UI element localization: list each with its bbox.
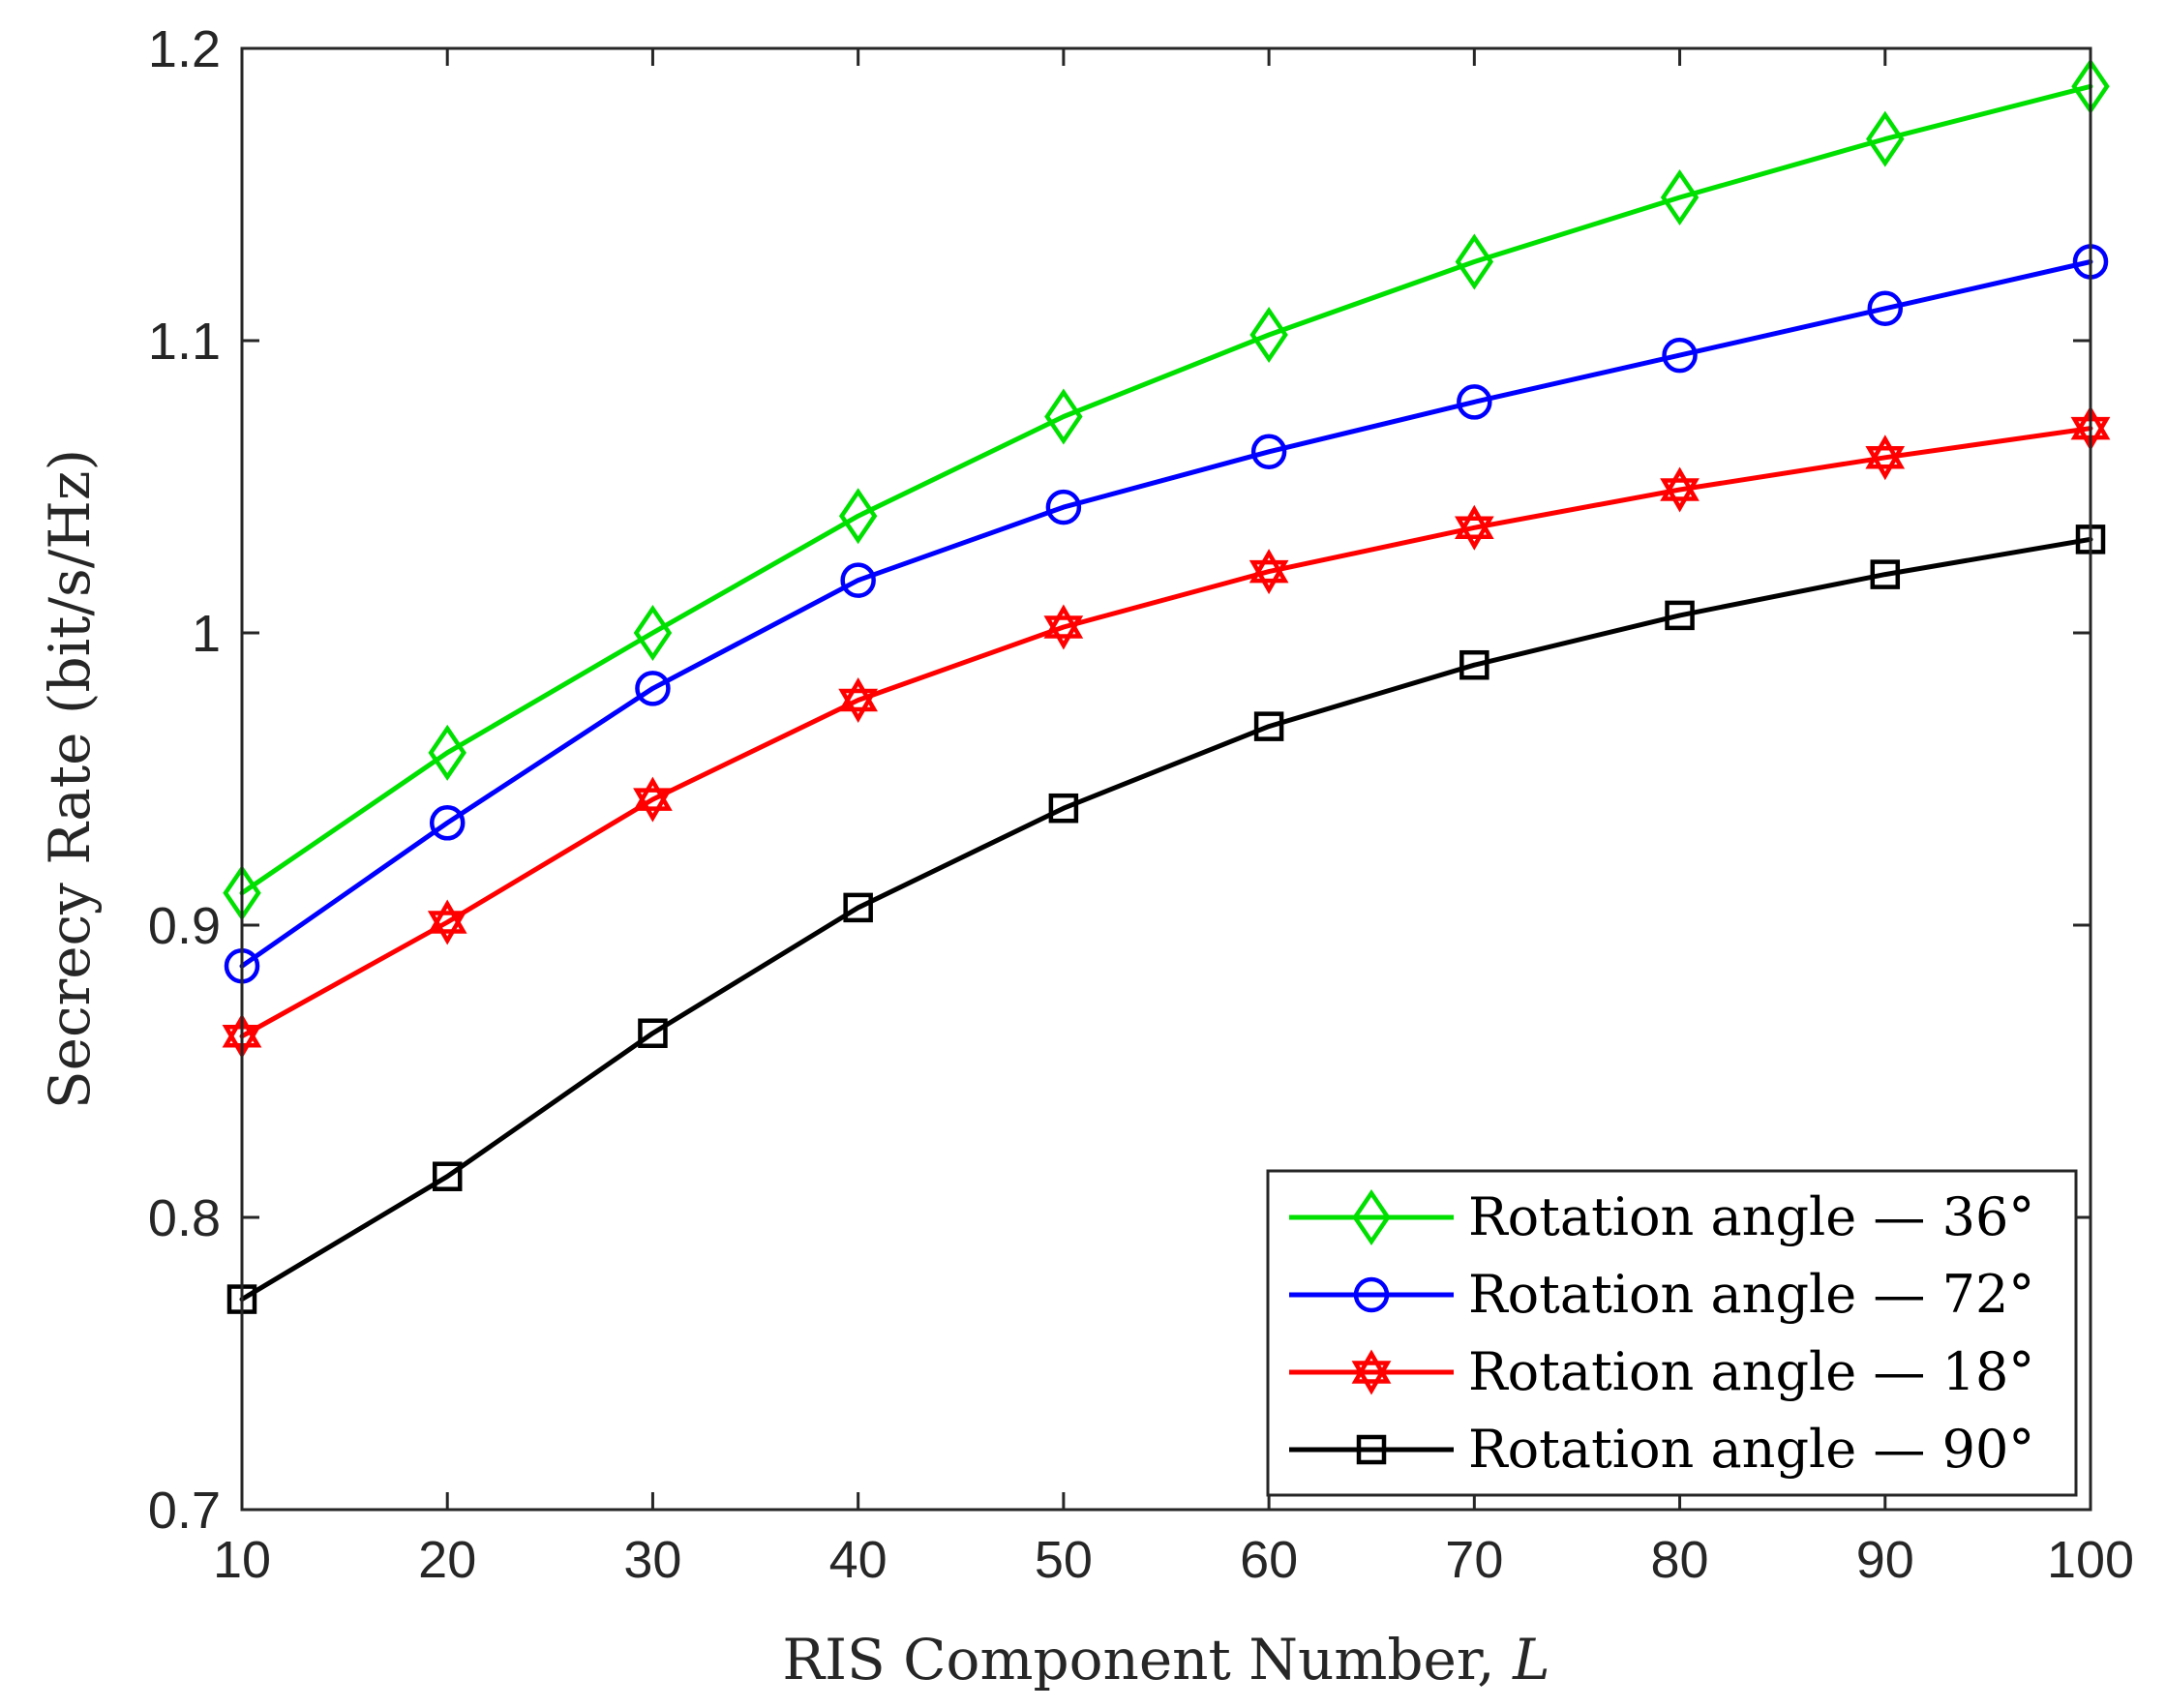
data-point-s2-3-tri-up — [838, 676, 878, 712]
series-line-1 — [239, 259, 2093, 969]
series-line-2 — [239, 426, 2093, 1039]
x-axis-variable: L — [1512, 1627, 1550, 1693]
axes-box — [240, 46, 2092, 1512]
legend-marker-2-tri-down — [1351, 1361, 1392, 1395]
data-point-s3-6 — [1459, 649, 1489, 680]
series-2 — [222, 405, 2111, 1060]
data-point-s2-7 — [1660, 466, 1700, 513]
x-tick-label-1: 20 — [418, 1531, 476, 1589]
x-tick-label-3: 40 — [829, 1531, 887, 1589]
legend-marker-1 — [1353, 1276, 1390, 1313]
legend-box — [1266, 1169, 2078, 1497]
data-point-s2-4-tri-down — [1043, 615, 1084, 650]
data-point-s3-4 — [1048, 793, 1079, 824]
legend-label-0: Rotation angle — 36° — [1468, 1186, 2034, 1247]
data-point-s2-2-tri-up — [633, 776, 673, 811]
x-tick-label-6: 70 — [1445, 1531, 1503, 1589]
legend-entry-2: Rotation angle — 18° — [1289, 1341, 2034, 1402]
x-tick-label-7: 80 — [1651, 1531, 1709, 1589]
data-point-s2-3 — [838, 676, 878, 724]
data-point-s2-8-tri-up — [1865, 434, 1906, 469]
legend-marker-0 — [1352, 1188, 1391, 1246]
legend-label-1: Rotation angle — 72° — [1468, 1264, 2034, 1325]
data-point-s2-1-tri-up — [427, 899, 467, 934]
data-point-s1-8 — [1867, 290, 1904, 327]
x-tick-label-0: 10 — [213, 1531, 271, 1589]
data-point-s3-7 — [1665, 600, 1695, 631]
series-line-3 — [239, 536, 2093, 1303]
x-tick-label-2: 30 — [623, 1531, 681, 1589]
data-point-s1-7 — [1662, 337, 1698, 374]
data-point-s1-6 — [1457, 384, 1492, 420]
data-point-s2-5-tri-down — [1248, 559, 1289, 595]
data-point-s1-2 — [635, 671, 671, 706]
data-point-s2-8 — [1865, 434, 1906, 481]
series-line-0 — [239, 83, 2093, 896]
data-point-s2-7-tri-up — [1660, 466, 1700, 501]
data-point-s2-1-tri-down — [427, 911, 467, 945]
y-tick-label-2: 0.9 — [148, 897, 221, 955]
data-point-s3-1 — [432, 1161, 463, 1191]
x-tick-label-9: 100 — [2047, 1531, 2134, 1589]
y-tick-label-3: 1 — [192, 605, 221, 663]
data-point-s0-7 — [1660, 169, 1700, 226]
data-point-s3-8 — [1870, 559, 1901, 589]
data-point-s2-4-tri-up — [1043, 604, 1084, 639]
data-point-s3-2 — [638, 1018, 668, 1048]
data-point-s2-6-tri-down — [1455, 516, 1494, 551]
data-point-s1-1 — [429, 805, 466, 841]
legend-entry-3: Rotation angle — 90° — [1289, 1419, 2034, 1480]
data-point-s2-7-tri-down — [1660, 478, 1700, 513]
data-point-s3-5 — [1253, 711, 1284, 741]
legend-entry-1: Rotation angle — 72° — [1289, 1264, 2034, 1325]
x-tick-label-5: 60 — [1240, 1531, 1298, 1589]
data-point-s0-8 — [1866, 110, 1905, 167]
data-point-s2-5-tri-up — [1248, 549, 1289, 584]
y-axis-label: Secrecy Rate (bit/s/Hz) — [37, 449, 103, 1109]
series-1 — [224, 244, 2109, 984]
y-tick-label-4: 1.1 — [148, 313, 221, 371]
data-point-s0-1 — [428, 724, 466, 781]
data-point-s0-2 — [633, 604, 673, 662]
data-point-s3-3 — [843, 892, 873, 923]
data-point-s2-5 — [1248, 549, 1289, 595]
data-point-s2-2 — [633, 776, 673, 823]
series-0 — [223, 58, 2110, 921]
legend-label-3: Rotation angle — 90° — [1468, 1419, 2034, 1480]
series-3 — [226, 524, 2106, 1314]
data-point-s1-4 — [1045, 489, 1082, 525]
legend-marker-2-tri-up — [1351, 1349, 1392, 1384]
data-point-s2-1 — [427, 899, 467, 945]
x-tick-label-8: 90 — [1856, 1531, 1914, 1589]
data-point-s2-4 — [1043, 604, 1084, 650]
y-tick-label-1: 0.8 — [148, 1189, 221, 1247]
data-point-s0-4 — [1044, 388, 1083, 445]
legend-label-2: Rotation angle — 18° — [1468, 1341, 2034, 1402]
x-axis-label: RIS Component Number, L — [782, 1627, 1549, 1693]
data-point-s2-6-tri-up — [1455, 504, 1494, 540]
legend-marker-2 — [1351, 1349, 1392, 1395]
data-point-s0-3 — [838, 488, 878, 545]
data-point-s0-5 — [1249, 306, 1288, 363]
legend-marker-3 — [1356, 1434, 1387, 1465]
y-tick-label-0: 0.7 — [148, 1482, 221, 1540]
x-tick-label-4: 50 — [1035, 1531, 1093, 1589]
y-tick-label-5: 1.2 — [148, 20, 221, 78]
data-point-s1-3 — [840, 562, 876, 598]
data-point-s2-3-tri-down — [838, 688, 878, 724]
data-point-s2-6 — [1455, 504, 1494, 551]
data-point-s2-2-tri-down — [633, 788, 673, 823]
legend-entry-0: Rotation angle — 36° — [1289, 1186, 2034, 1247]
data-point-s2-8-tri-down — [1865, 446, 1906, 481]
data-point-s1-5 — [1250, 434, 1287, 470]
data-point-s0-6 — [1455, 233, 1494, 290]
